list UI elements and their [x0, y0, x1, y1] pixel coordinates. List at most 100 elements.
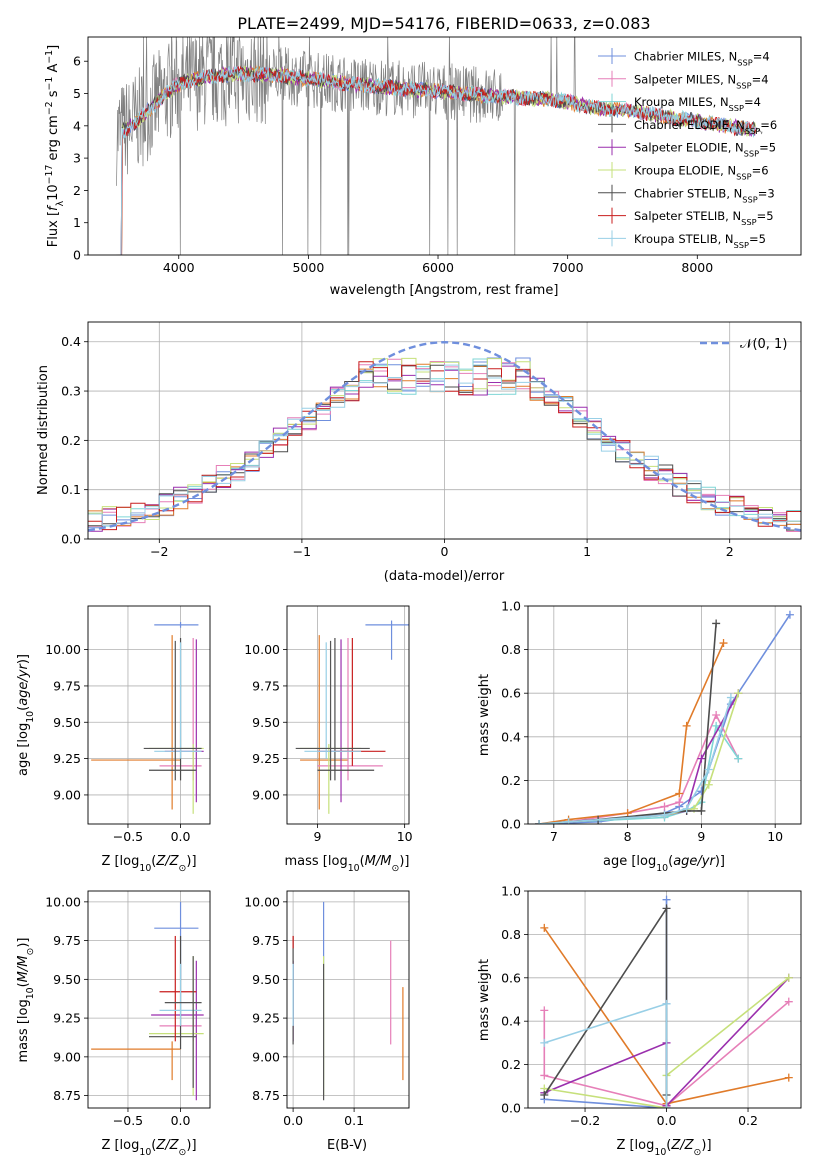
errorbar-cross [143, 640, 202, 781]
data-point [726, 693, 735, 702]
plot-area [116, 37, 763, 255]
data-point [712, 619, 721, 628]
plot-area [91, 621, 204, 814]
x-axis-label: wavelength [Angstrom, rest frame] [330, 283, 559, 298]
x-tick-label: 10 [397, 829, 413, 844]
x-tick-label: 7000 [552, 260, 584, 275]
data-point [540, 923, 549, 932]
data-point [734, 689, 743, 698]
y-tick-label: 1.0 [501, 884, 521, 899]
axes-frame [87, 321, 802, 540]
spectrum-model-line [119, 65, 756, 255]
plot-area [91, 901, 204, 1101]
axes-frame [87, 36, 802, 256]
series-line [538, 642, 725, 824]
y-tick-label: 9.50 [53, 972, 81, 987]
data-point [719, 639, 728, 648]
y-tick-label: 0.2 [501, 1057, 521, 1072]
y-tick-label: 0.0 [501, 1101, 521, 1116]
x-tick-label: 9 [314, 829, 322, 844]
x-tick-label: 0.0 [171, 829, 191, 844]
data-point [662, 999, 671, 1008]
x-tick-label: 0 [441, 544, 449, 559]
errorbar-cross [317, 637, 383, 781]
normal-distribution-curve [88, 340, 801, 532]
y-tick-label: 9.50 [252, 715, 280, 730]
panel-mass-Z: −0.5 0.0 8.75 9.00 9.25 9.50 9.75 10.00 Z [log10… [16, 890, 211, 1158]
data-point [662, 904, 671, 913]
data-point [675, 798, 684, 807]
y-tick-label: 8.75 [53, 1088, 81, 1103]
data-point [712, 711, 721, 719]
y-tick-label: 9.25 [252, 1011, 280, 1026]
x-axis-label: E(B-V) [327, 1138, 367, 1153]
errorbar-cross [149, 935, 197, 1050]
y-tick-label: 9.75 [53, 678, 81, 693]
y-tick-label: 9.50 [53, 715, 81, 730]
data-point [784, 973, 793, 982]
legend-label: Kroupa ELODIE, NSSP=6 [634, 164, 769, 182]
y-axis-label: Normed distribution [36, 365, 51, 495]
errorbar-cross [300, 635, 348, 810]
errorbar-cross [149, 744, 204, 814]
x-axis-label: Z [log10(Z/Z⊙)] [101, 1138, 196, 1158]
data-point [623, 809, 632, 818]
errorbar-cross [91, 1041, 181, 1081]
errorbar-cross [151, 960, 204, 1101]
y-tick-label: 9.25 [53, 1011, 81, 1026]
panel-mass-EBV: 0.0 0.1 8.75 9.00 9.25 9.50 9.75 10.00 E(B-V) [244, 890, 410, 1153]
x-tick-label: 0.0 [171, 1113, 191, 1128]
residual-histogram-line [88, 364, 801, 527]
legend-label: 𝒩(0, 1) [740, 337, 787, 352]
x-tick-label: 0.0 [657, 1113, 677, 1128]
errorbar-cross [334, 637, 386, 766]
series-line [539, 697, 732, 824]
x-axis-label: mass [log10(M/M⊙)] [285, 854, 410, 874]
x-tick-label: −0.2 [570, 1113, 600, 1128]
data-point [675, 789, 684, 798]
data-point [704, 765, 713, 774]
legend-label: Kroupa STELIB, NSSP=5 [634, 232, 766, 250]
y-tick-label: 10.00 [244, 894, 280, 909]
x-tick-label: 8000 [681, 260, 713, 275]
axes-frame [87, 605, 211, 825]
data-point [784, 1073, 793, 1082]
x-tick-label: 5000 [292, 260, 324, 275]
y-tick-label: 0.4 [61, 334, 81, 349]
errorbar-cross [304, 642, 362, 759]
y-tick-label: 0.0 [501, 817, 521, 832]
x-tick-label: −0.5 [113, 829, 143, 844]
y-tick-label: 0.8 [501, 642, 521, 657]
y-axis-label: mass weight [477, 674, 492, 756]
plot-area [535, 610, 794, 824]
errorbar-cross [154, 642, 202, 759]
legend-label: Salpeter STELIB, NSSP=5 [634, 209, 774, 227]
data-point [712, 721, 721, 730]
errorbar-cross [164, 639, 204, 803]
y-tick-label: 0.2 [61, 433, 81, 448]
y-tick-label: 0 [73, 248, 81, 263]
data-point [662, 1104, 671, 1108]
x-axis-label: (data-model)/error [384, 569, 505, 584]
x-tick-label: 7 [550, 829, 558, 844]
x-tick-label: 0.0 [283, 1113, 303, 1128]
x-axis-label: Z [log10(Z/Z⊙)] [101, 854, 196, 874]
x-tick-label: 9 [697, 829, 705, 844]
y-tick-label: 9.75 [252, 933, 280, 948]
data-point [697, 806, 706, 815]
errorbar-cross [317, 637, 375, 781]
y-tick-label: 9.00 [252, 1049, 280, 1064]
y-axis-label: age [log10(age/yr)] [16, 654, 36, 776]
axes-frame [286, 890, 410, 1109]
y-tick-label: 1.0 [501, 599, 521, 614]
x-tick-label: 2 [726, 544, 734, 559]
y-axis-label: mass [log10(M/M⊙)] [16, 938, 36, 1063]
y-tick-label: 0.8 [501, 927, 521, 942]
y-tick-label: 9.75 [252, 678, 280, 693]
y-tick-label: 9.00 [252, 787, 280, 802]
y-tick-label: 1 [73, 215, 81, 230]
y-tick-label: 0.6 [501, 970, 521, 985]
x-tick-label: 4000 [163, 260, 195, 275]
y-tick-label: 5 [73, 86, 81, 101]
y-tick-label: 0.4 [501, 1014, 521, 1029]
